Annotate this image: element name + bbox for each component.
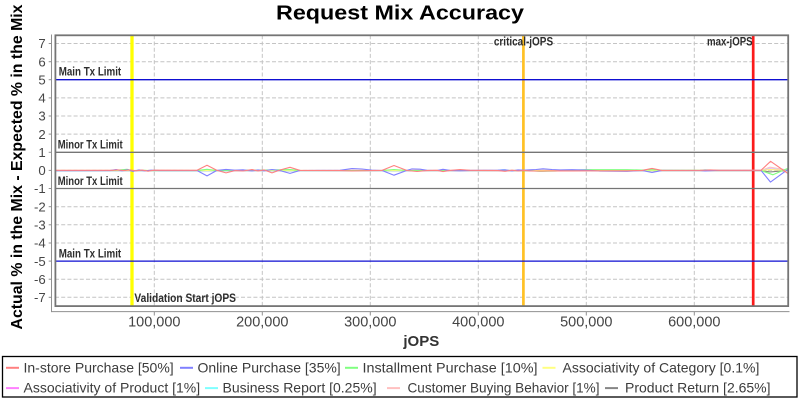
svg-text:2: 2 [38,127,45,142]
svg-text:Associativity of Product [1%]: Associativity of Product [1%] [24,380,201,396]
svg-text:300,000: 300,000 [344,315,396,331]
svg-text:6: 6 [38,54,45,69]
svg-text:4: 4 [38,91,45,106]
svg-text:max-jOPS: max-jOPS [707,35,753,49]
svg-text:-6: -6 [34,272,46,287]
svg-text:Customer Buying Behavior [1%]: Customer Buying Behavior [1%] [408,380,600,396]
svg-text:1: 1 [38,145,45,160]
svg-text:3: 3 [38,109,45,124]
svg-text:-4: -4 [34,236,46,251]
svg-text:Minor Tx Limit: Minor Tx Limit [58,174,123,188]
svg-text:7: 7 [38,36,45,51]
svg-text:5: 5 [38,72,45,87]
svg-text:-1: -1 [34,181,46,196]
svg-text:-5: -5 [34,254,46,269]
svg-text:Online Purchase [35%]: Online Purchase [35%] [198,360,341,376]
svg-text:jOPS: jOPS [402,333,439,350]
svg-text:Actual % in the Mix - Expected: Actual % in the Mix - Expected % in the … [9,4,26,329]
svg-text:400,000: 400,000 [452,315,504,331]
svg-text:200,000: 200,000 [236,315,288,331]
svg-text:-2: -2 [34,199,46,214]
svg-text:Main Tx Limit: Main Tx Limit [59,246,122,260]
svg-text:500,000: 500,000 [560,315,612,331]
svg-text:critical-jOPS: critical-jOPS [494,35,553,49]
svg-text:0: 0 [38,163,45,178]
svg-text:600,000: 600,000 [668,315,720,331]
svg-text:Minor Tx Limit: Minor Tx Limit [58,138,123,152]
svg-text:Request Mix Accuracy: Request Mix Accuracy [276,2,525,24]
svg-text:Validation Start jOPS: Validation Start jOPS [134,291,236,305]
svg-text:Associativity of Category [0.1: Associativity of Category [0.1%] [563,360,760,376]
svg-text:-7: -7 [34,290,46,305]
svg-text:Main Tx Limit: Main Tx Limit [59,65,122,79]
svg-text:100,000: 100,000 [128,315,180,331]
svg-text:Product Return [2.65%]: Product Return [2.65%] [625,380,771,396]
svg-text:-3: -3 [34,218,46,233]
svg-text:Business Report [0.25%]: Business Report [0.25%] [223,380,377,396]
svg-text:Installment Purchase [10%]: Installment Purchase [10%] [363,360,538,376]
svg-text:In-store Purchase [50%]: In-store Purchase [50%] [24,360,174,376]
